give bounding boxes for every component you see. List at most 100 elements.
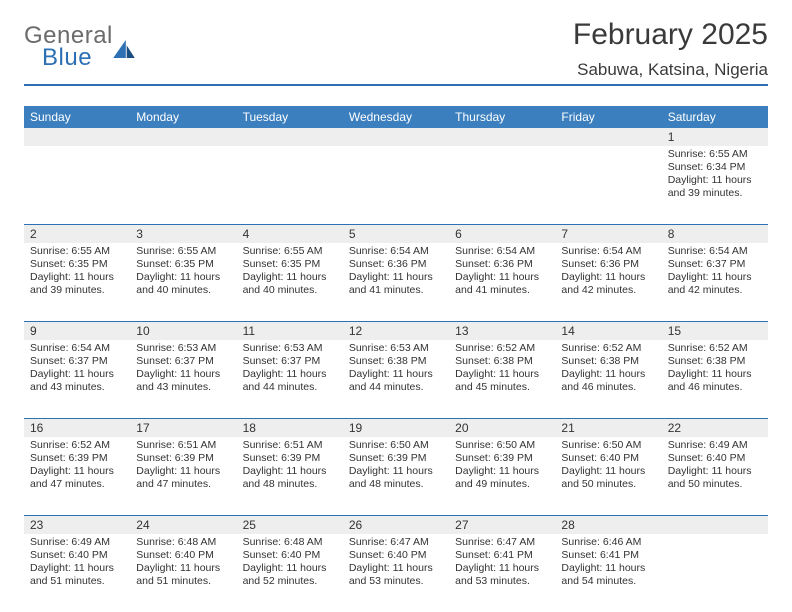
- daylight-text: Daylight: 11 hours and 47 minutes.: [30, 465, 124, 491]
- daynum-row: 232425262728: [24, 515, 768, 534]
- day-cell-body: Sunrise: 6:54 AMSunset: 6:36 PMDaylight:…: [449, 243, 555, 304]
- week-row: Sunrise: 6:55 AMSunset: 6:34 PMDaylight:…: [24, 146, 768, 224]
- sunset-text: Sunset: 6:39 PM: [136, 452, 230, 465]
- day-cell: Sunrise: 6:55 AMSunset: 6:34 PMDaylight:…: [662, 146, 768, 224]
- day-cell: [130, 146, 236, 224]
- daynum-row: 1: [24, 128, 768, 146]
- week-row: Sunrise: 6:55 AMSunset: 6:35 PMDaylight:…: [24, 243, 768, 321]
- day-cell-body: Sunrise: 6:50 AMSunset: 6:40 PMDaylight:…: [555, 437, 661, 498]
- day-cell: [662, 534, 768, 612]
- sunrise-text: Sunrise: 6:53 AM: [136, 342, 230, 355]
- sunrise-text: Sunrise: 6:54 AM: [668, 245, 762, 258]
- day-cell-body: [237, 146, 343, 154]
- daylight-text: Daylight: 11 hours and 43 minutes.: [136, 368, 230, 394]
- daylight-text: Daylight: 11 hours and 46 minutes.: [561, 368, 655, 394]
- sunrise-text: Sunrise: 6:46 AM: [561, 536, 655, 549]
- sunrise-text: Sunrise: 6:54 AM: [561, 245, 655, 258]
- day-cell-body: [449, 146, 555, 154]
- day-header: Tuesday: [237, 106, 343, 128]
- day-cell: Sunrise: 6:53 AMSunset: 6:37 PMDaylight:…: [130, 340, 236, 418]
- day-number: 10: [130, 322, 236, 340]
- day-number: [237, 128, 343, 146]
- daylight-text: Daylight: 11 hours and 44 minutes.: [349, 368, 443, 394]
- sunrise-text: Sunrise: 6:51 AM: [136, 439, 230, 452]
- week-row: Sunrise: 6:49 AMSunset: 6:40 PMDaylight:…: [24, 534, 768, 612]
- day-cell: Sunrise: 6:53 AMSunset: 6:37 PMDaylight:…: [237, 340, 343, 418]
- sunset-text: Sunset: 6:35 PM: [243, 258, 337, 271]
- day-cell-body: Sunrise: 6:47 AMSunset: 6:41 PMDaylight:…: [449, 534, 555, 595]
- sunset-text: Sunset: 6:40 PM: [136, 549, 230, 562]
- day-header: Monday: [130, 106, 236, 128]
- day-number: 6: [449, 225, 555, 243]
- day-cell: Sunrise: 6:52 AMSunset: 6:38 PMDaylight:…: [555, 340, 661, 418]
- day-cell: [343, 146, 449, 224]
- daynum-row: 16171819202122: [24, 418, 768, 437]
- day-cell-body: Sunrise: 6:49 AMSunset: 6:40 PMDaylight:…: [662, 437, 768, 498]
- calendar-grid: SundayMondayTuesdayWednesdayThursdayFrid…: [24, 106, 768, 612]
- day-cell: Sunrise: 6:50 AMSunset: 6:39 PMDaylight:…: [343, 437, 449, 515]
- daylight-text: Daylight: 11 hours and 41 minutes.: [455, 271, 549, 297]
- day-number: 19: [343, 419, 449, 437]
- day-number: 21: [555, 419, 661, 437]
- day-number: 4: [237, 225, 343, 243]
- sunrise-text: Sunrise: 6:53 AM: [349, 342, 443, 355]
- day-number: 18: [237, 419, 343, 437]
- sunset-text: Sunset: 6:39 PM: [243, 452, 337, 465]
- daylight-text: Daylight: 11 hours and 48 minutes.: [243, 465, 337, 491]
- sunrise-text: Sunrise: 6:52 AM: [455, 342, 549, 355]
- day-cell: Sunrise: 6:54 AMSunset: 6:36 PMDaylight:…: [449, 243, 555, 321]
- day-number: 12: [343, 322, 449, 340]
- day-cell: Sunrise: 6:54 AMSunset: 6:37 PMDaylight:…: [662, 243, 768, 321]
- daynum-row: 9101112131415: [24, 321, 768, 340]
- sunrise-text: Sunrise: 6:54 AM: [455, 245, 549, 258]
- day-cell: Sunrise: 6:49 AMSunset: 6:40 PMDaylight:…: [24, 534, 130, 612]
- day-cell-body: Sunrise: 6:52 AMSunset: 6:39 PMDaylight:…: [24, 437, 130, 498]
- sunset-text: Sunset: 6:40 PM: [243, 549, 337, 562]
- day-number: 3: [130, 225, 236, 243]
- day-cell-body: Sunrise: 6:55 AMSunset: 6:35 PMDaylight:…: [24, 243, 130, 304]
- sunset-text: Sunset: 6:39 PM: [455, 452, 549, 465]
- sunrise-text: Sunrise: 6:48 AM: [136, 536, 230, 549]
- day-cell: Sunrise: 6:47 AMSunset: 6:40 PMDaylight:…: [343, 534, 449, 612]
- sunset-text: Sunset: 6:39 PM: [349, 452, 443, 465]
- day-number: [343, 128, 449, 146]
- daylight-text: Daylight: 11 hours and 40 minutes.: [136, 271, 230, 297]
- sunrise-text: Sunrise: 6:51 AM: [243, 439, 337, 452]
- day-cell: Sunrise: 6:50 AMSunset: 6:40 PMDaylight:…: [555, 437, 661, 515]
- day-number: [662, 516, 768, 534]
- day-number: [24, 128, 130, 146]
- day-number: 9: [24, 322, 130, 340]
- day-cell-body: Sunrise: 6:53 AMSunset: 6:37 PMDaylight:…: [237, 340, 343, 401]
- day-cell-body: Sunrise: 6:51 AMSunset: 6:39 PMDaylight:…: [130, 437, 236, 498]
- day-cell: Sunrise: 6:48 AMSunset: 6:40 PMDaylight:…: [130, 534, 236, 612]
- sunset-text: Sunset: 6:37 PM: [668, 258, 762, 271]
- day-cell: Sunrise: 6:52 AMSunset: 6:38 PMDaylight:…: [449, 340, 555, 418]
- day-cell-body: Sunrise: 6:52 AMSunset: 6:38 PMDaylight:…: [662, 340, 768, 401]
- day-cell-body: Sunrise: 6:52 AMSunset: 6:38 PMDaylight:…: [555, 340, 661, 401]
- day-number: 14: [555, 322, 661, 340]
- daylight-text: Daylight: 11 hours and 43 minutes.: [30, 368, 124, 394]
- day-cell: Sunrise: 6:49 AMSunset: 6:40 PMDaylight:…: [662, 437, 768, 515]
- day-cell: Sunrise: 6:54 AMSunset: 6:36 PMDaylight:…: [343, 243, 449, 321]
- sunset-text: Sunset: 6:36 PM: [561, 258, 655, 271]
- sunrise-text: Sunrise: 6:49 AM: [30, 536, 124, 549]
- day-cell-body: Sunrise: 6:52 AMSunset: 6:38 PMDaylight:…: [449, 340, 555, 401]
- day-cell-body: [130, 146, 236, 154]
- day-cell: Sunrise: 6:54 AMSunset: 6:36 PMDaylight:…: [555, 243, 661, 321]
- day-cell: [237, 146, 343, 224]
- day-header: Sunday: [24, 106, 130, 128]
- sunset-text: Sunset: 6:40 PM: [30, 549, 124, 562]
- daylight-text: Daylight: 11 hours and 45 minutes.: [455, 368, 549, 394]
- day-cell-body: Sunrise: 6:55 AMSunset: 6:35 PMDaylight:…: [237, 243, 343, 304]
- day-cell-body: Sunrise: 6:54 AMSunset: 6:37 PMDaylight:…: [662, 243, 768, 304]
- day-cell-body: [555, 146, 661, 154]
- sunset-text: Sunset: 6:36 PM: [455, 258, 549, 271]
- daylight-text: Daylight: 11 hours and 42 minutes.: [561, 271, 655, 297]
- day-cell-body: Sunrise: 6:53 AMSunset: 6:37 PMDaylight:…: [130, 340, 236, 401]
- daylight-text: Daylight: 11 hours and 39 minutes.: [668, 174, 762, 200]
- sunset-text: Sunset: 6:35 PM: [136, 258, 230, 271]
- day-number: 2: [24, 225, 130, 243]
- daylight-text: Daylight: 11 hours and 41 minutes.: [349, 271, 443, 297]
- day-header-row: SundayMondayTuesdayWednesdayThursdayFrid…: [24, 106, 768, 128]
- day-cell: Sunrise: 6:52 AMSunset: 6:39 PMDaylight:…: [24, 437, 130, 515]
